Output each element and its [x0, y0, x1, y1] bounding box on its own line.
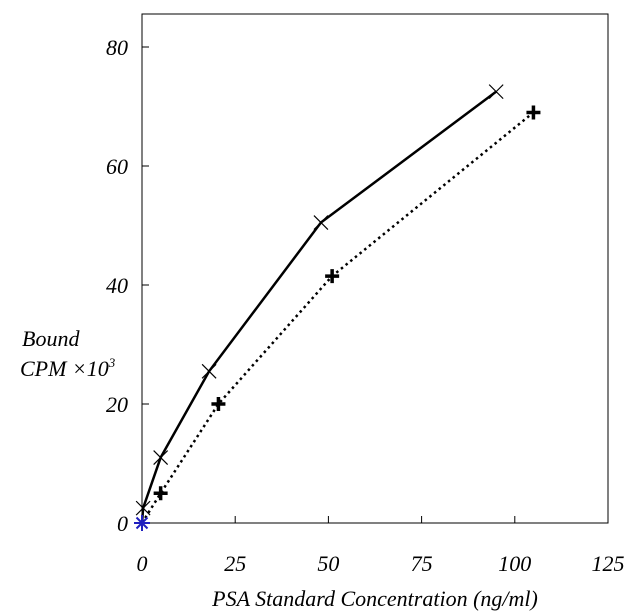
- x-tick-label: 125: [592, 551, 625, 576]
- x-tick-label: 100: [498, 551, 531, 576]
- x-tick-label: 25: [224, 551, 246, 576]
- series-layer: [134, 84, 541, 531]
- series-1-point: [201, 363, 217, 379]
- series-2-point: [526, 105, 541, 120]
- series-1-point: [153, 450, 169, 465]
- y-tick-label: 60: [106, 154, 128, 179]
- y-axis-label-line2: CPM ×103: [20, 351, 115, 381]
- y-axis-label: Bound CPM ×103: [20, 326, 115, 381]
- y-axis-label-line1: Bound: [22, 326, 80, 351]
- series-1-point: [313, 215, 329, 230]
- y-tick-label: 40: [106, 273, 128, 298]
- series-2-point: [325, 269, 340, 284]
- x-tick-label: 0: [137, 551, 148, 576]
- plot-frame: [141, 13, 609, 524]
- y-axis-label-exponent: 3: [108, 355, 116, 370]
- y-axis-ticks: 0 20 40 60 80: [106, 35, 149, 536]
- origin-point: [134, 515, 150, 531]
- x-axis-ticks: 0 25 50 75 100 125: [137, 516, 625, 576]
- series-1-point: [488, 84, 504, 100]
- y-tick-label: 0: [117, 511, 128, 536]
- series-1-line: [140, 90, 497, 524]
- series-2-point: [153, 486, 168, 501]
- series-1-point: [135, 500, 151, 516]
- y-tick-label: 80: [106, 35, 128, 60]
- y-tick-label: 20: [106, 392, 128, 417]
- series-2-line: [140, 111, 535, 524]
- x-axis-label: PSA Standard Concentration (ng/ml): [211, 586, 538, 611]
- series-2-point: [211, 397, 226, 411]
- x-tick-label: 75: [411, 551, 433, 576]
- x-tick-label: 50: [317, 551, 339, 576]
- y-axis-label-unit: CPM ×10: [20, 356, 109, 381]
